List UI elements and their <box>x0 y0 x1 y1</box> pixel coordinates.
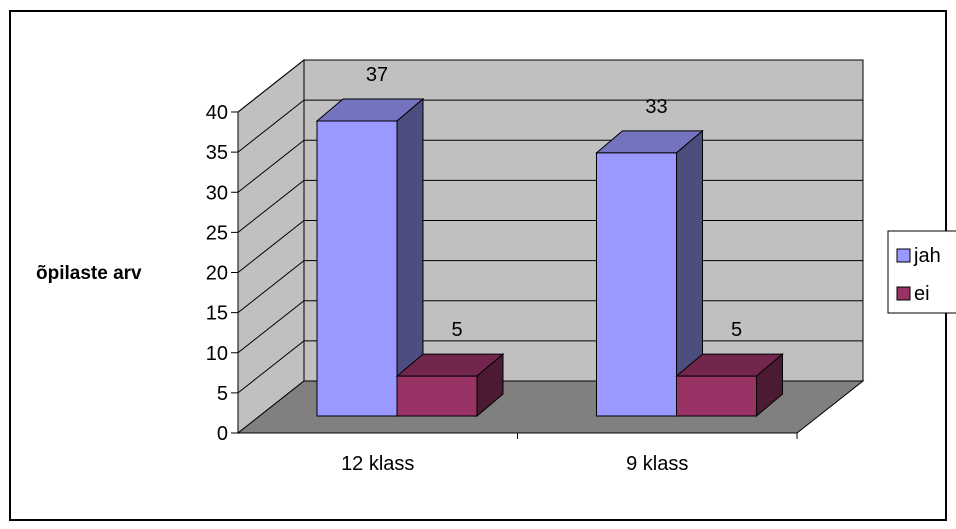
y-tick-label: 0 <box>217 423 228 445</box>
legend-swatch <box>896 248 911 263</box>
bar <box>396 375 478 417</box>
legend-swatch <box>896 286 911 301</box>
axes <box>231 111 798 439</box>
y-tick-label: 30 <box>206 182 228 204</box>
labels: 0 5 10 15 20 25 30 35 40 12 klass 37 5 9 klass 33 5 <box>206 64 742 475</box>
data-label: 5 <box>731 319 742 341</box>
bars <box>315 97 784 418</box>
category-label: 9 klass <box>626 453 688 475</box>
legend-label: ei <box>914 283 930 305</box>
data-label: 33 <box>645 96 667 118</box>
gridline <box>237 99 863 153</box>
y-tick-label: 25 <box>206 222 228 244</box>
bar <box>316 120 398 417</box>
y-tick-label: 40 <box>206 102 228 124</box>
y-tick-label: 5 <box>217 383 228 405</box>
data-label: 5 <box>451 319 462 341</box>
legend: jah ei <box>887 230 956 314</box>
category-label: 12 klass <box>341 453 414 475</box>
y-tick-label: 15 <box>206 303 228 325</box>
data-label: 37 <box>366 64 388 86</box>
y-tick-label: 35 <box>206 142 228 164</box>
y-tick-label: 10 <box>206 343 228 365</box>
legend-label: jah <box>913 245 941 267</box>
y-axis-title: õpilaste arv <box>36 263 142 284</box>
bar <box>596 152 677 417</box>
gridline <box>237 59 863 113</box>
y-tick-label: 20 <box>206 263 228 285</box>
bar <box>676 375 757 417</box>
